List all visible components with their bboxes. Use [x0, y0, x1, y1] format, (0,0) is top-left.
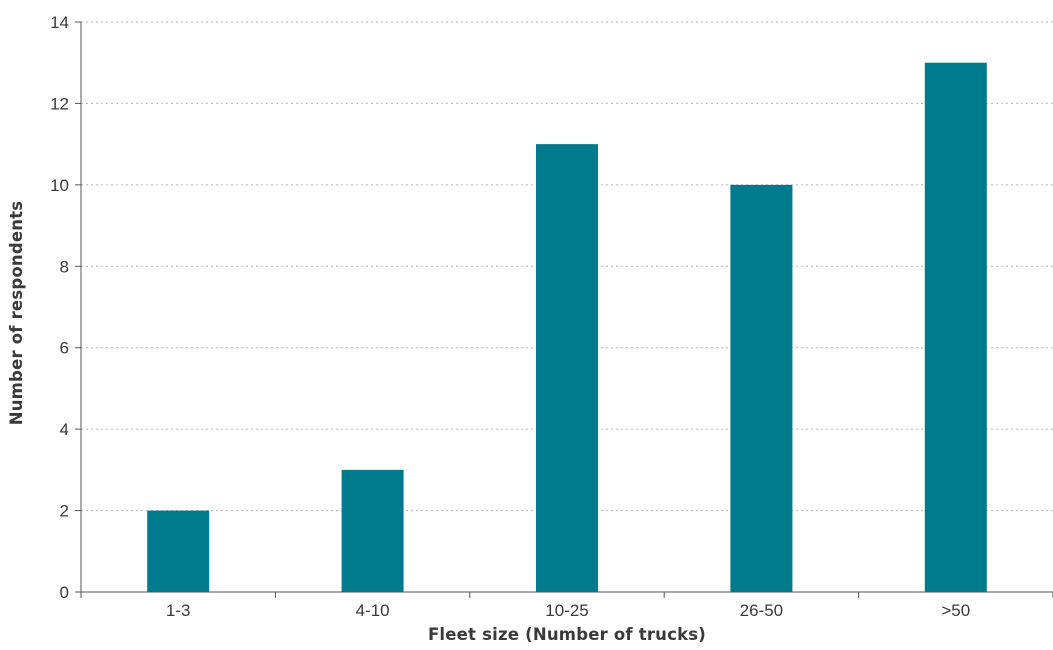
y-tick-label-10: 10 [50, 176, 69, 195]
y-tick-label-8: 8 [60, 257, 69, 276]
bars [147, 62, 987, 592]
x-tick-label-26-50: 26-50 [740, 601, 783, 620]
y-tick-labels: 0 2 4 6 8 10 12 14 [50, 13, 69, 602]
bar->50 [924, 62, 987, 592]
y-tick-label-12: 12 [50, 94, 69, 113]
y-axis-title: Number of respondents [7, 201, 26, 426]
bar-4-10 [341, 469, 404, 592]
bar-10-25 [536, 144, 598, 592]
y-tick-label-14: 14 [50, 13, 69, 32]
bar-26-50 [730, 184, 793, 592]
bar-1-3 [147, 510, 210, 592]
y-tick-label-0: 0 [60, 583, 69, 602]
x-tick-label-1-3: 1-3 [166, 601, 191, 620]
axes [75, 21, 1053, 598]
y-tick-label-4: 4 [60, 420, 69, 439]
x-tick-label-4-10: 4-10 [356, 601, 390, 620]
x-axis-title: Fleet size (Number of trucks) [428, 625, 706, 644]
y-tick-label-2: 2 [60, 502, 69, 521]
x-tick-label-10-25: 10-25 [545, 601, 588, 620]
x-tick-label->50: >50 [941, 601, 970, 620]
y-tick-label-6: 6 [60, 339, 69, 358]
x-tick-labels: 1-3 4-10 10-25 26-50 >50 [166, 601, 970, 620]
